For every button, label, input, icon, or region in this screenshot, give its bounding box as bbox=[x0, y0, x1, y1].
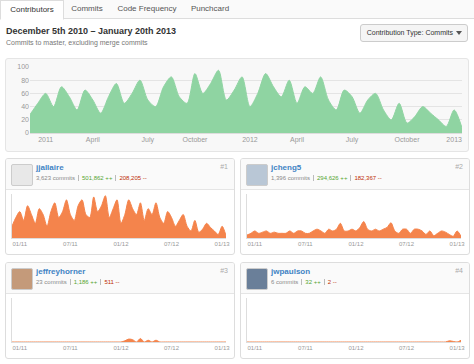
svg-text:80: 80 bbox=[21, 77, 29, 84]
svg-text:01/13: 01/13 bbox=[450, 241, 466, 247]
svg-text:01/12: 01/12 bbox=[348, 241, 364, 247]
html-text:jwpaulson: jwpaulson bbox=[271, 267, 311, 276]
html-text:6 commits: 6 commits bbox=[271, 279, 299, 285]
svg-text:01/11: 01/11 bbox=[12, 345, 27, 351]
svg-text:07/11: 07/11 bbox=[298, 241, 313, 247]
html-text:208,205 --: 208,205 -- bbox=[119, 175, 147, 181]
html-text:#3: #3 bbox=[220, 267, 228, 274]
svg-text:01/12: 01/12 bbox=[113, 345, 129, 351]
html-text:23 commits: 23 commits bbox=[36, 279, 67, 285]
svg-text:01/12: 01/12 bbox=[348, 345, 364, 351]
svg-text:01/11: 01/11 bbox=[247, 241, 262, 247]
svg-text:01/13: 01/13 bbox=[450, 345, 466, 351]
html-text:Contribution Type: Commits: Contribution Type: Commits bbox=[366, 29, 453, 36]
html-text:2 --: 2 -- bbox=[327, 279, 337, 285]
svg-text:2013: 2013 bbox=[446, 136, 462, 143]
svg-text:April: April bbox=[86, 136, 100, 144]
html-text:Commits to master, excluding m: Commits to master, excluding merge commi… bbox=[6, 39, 148, 46]
html-text:Punchcard: Punchcard bbox=[190, 4, 230, 13]
html-text:294,626 ++: 294,626 ++ bbox=[317, 175, 348, 181]
svg-text:October: October bbox=[182, 136, 208, 143]
html-text:Contributors: Contributors bbox=[10, 5, 54, 14]
html-text:jjallaire: jjallaire bbox=[36, 163, 64, 172]
html-text:32 ++: 32 ++ bbox=[305, 279, 321, 285]
svg-text:07/12: 07/12 bbox=[164, 241, 180, 247]
svg-text:20: 20 bbox=[21, 116, 29, 123]
svg-text:07/12: 07/12 bbox=[399, 241, 415, 247]
svg-text:07/11: 07/11 bbox=[63, 345, 78, 351]
html-text:#2: #2 bbox=[455, 163, 463, 170]
html-text:1,186 ++: 1,186 ++ bbox=[73, 279, 98, 285]
svg-text:July: July bbox=[142, 136, 155, 144]
html-text:182,367 --: 182,367 -- bbox=[354, 175, 382, 181]
html-text:#4: #4 bbox=[455, 267, 463, 274]
html-text:December 5th 2010 – January 20: December 5th 2010 – January 20th 2013 bbox=[6, 26, 177, 36]
svg-text:01/11: 01/11 bbox=[12, 241, 27, 247]
svg-text:July: July bbox=[346, 136, 359, 144]
svg-text:01/12: 01/12 bbox=[113, 241, 129, 247]
html-text:jcheng5: jcheng5 bbox=[271, 163, 302, 172]
svg-text:07/11: 07/11 bbox=[63, 241, 78, 247]
svg-text:100: 100 bbox=[17, 63, 29, 70]
html-text:Commits: Commits bbox=[71, 4, 103, 13]
html-text:#1: #1 bbox=[220, 163, 228, 170]
svg-text:01/11: 01/11 bbox=[247, 345, 262, 351]
svg-text:60: 60 bbox=[21, 90, 29, 97]
html-text:jeffreyhorner: jeffreyhorner bbox=[36, 267, 86, 276]
svg-text:October: October bbox=[395, 136, 421, 143]
html-text:511 --: 511 -- bbox=[104, 279, 120, 285]
svg-text:0: 0 bbox=[25, 129, 29, 136]
svg-text:2011: 2011 bbox=[38, 136, 53, 143]
svg-text:07/11: 07/11 bbox=[298, 345, 313, 351]
svg-text:07/12: 07/12 bbox=[399, 345, 415, 351]
html-text:1,396 commits: 1,396 commits bbox=[271, 175, 310, 181]
svg-text:2012: 2012 bbox=[242, 136, 258, 143]
html-text:3,623 commits: 3,623 commits bbox=[36, 175, 75, 181]
html-text:501,862 ++: 501,862 ++ bbox=[82, 175, 113, 181]
html-text:Code Frequency: Code Frequency bbox=[117, 4, 177, 13]
svg-text:01/13: 01/13 bbox=[215, 345, 231, 351]
svg-text:April: April bbox=[290, 136, 304, 144]
svg-text:07/12: 07/12 bbox=[164, 345, 180, 351]
svg-text:01/13: 01/13 bbox=[215, 241, 231, 247]
svg-text:40: 40 bbox=[21, 103, 29, 110]
